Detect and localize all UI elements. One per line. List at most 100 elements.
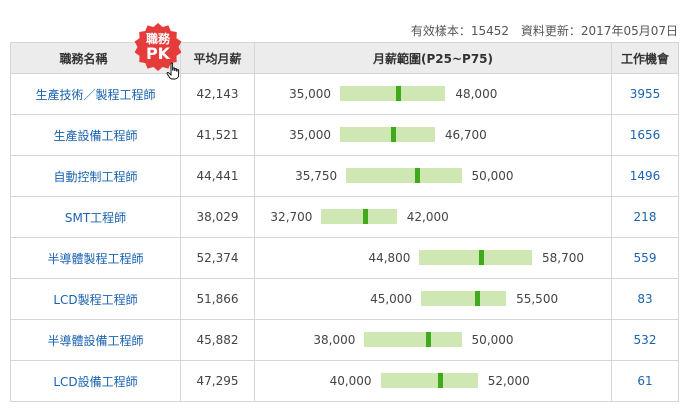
openings-cell: 532	[611, 319, 679, 361]
salary-range-cell: 44,800 58,700	[254, 237, 612, 279]
openings-link[interactable]: 3955	[629, 87, 661, 101]
table-header-row: 職務名稱 平均月薪 月薪範圍(P25~P75) 工作機會	[10, 42, 679, 74]
job-name-link[interactable]: 半導體設備工程師	[47, 333, 144, 348]
openings-cell: 61	[611, 360, 679, 402]
openings-link[interactable]: 532	[633, 333, 657, 347]
range-low-label: 32,700	[270, 210, 313, 224]
openings-link[interactable]: 1496	[629, 169, 661, 183]
range-low-label: 44,800	[368, 251, 411, 265]
average-salary-marker	[390, 127, 396, 142]
job-name-link[interactable]: 生產技術／製程工程師	[35, 87, 156, 102]
hand-cursor-icon	[166, 62, 180, 80]
job-name-link[interactable]: 自動控制工程師	[53, 169, 138, 184]
openings-link[interactable]: 83	[637, 292, 653, 306]
salary-range-cell: 45,000 55,500	[254, 278, 612, 320]
average-salary-marker	[362, 209, 368, 224]
sample-count: 有效樣本：15452	[410, 24, 510, 38]
openings-link[interactable]: 559	[633, 251, 657, 265]
range-high-label: 48,000	[455, 87, 498, 101]
pk-badge-label-top: 職務	[145, 32, 170, 46]
job-name-cell: 自動控制工程師	[10, 155, 181, 197]
openings-link[interactable]: 1656	[629, 128, 661, 142]
salary-range-bar	[380, 373, 478, 388]
range-high-label: 50,000	[471, 333, 514, 347]
average-salary-marker	[395, 86, 401, 101]
salary-range-cell: 35,750 50,000	[254, 155, 612, 197]
avg-salary-cell: 52,374	[180, 237, 255, 279]
average-salary-marker	[437, 373, 443, 388]
table-row: 半導體製程工程師 52,374 44,800 58,700 559	[10, 237, 679, 279]
openings-cell: 1656	[611, 114, 679, 156]
range-low-label: 40,000	[329, 374, 372, 388]
job-name-link[interactable]: LCD設備工程師	[53, 374, 138, 389]
range-low-label: 35,000	[289, 87, 332, 101]
job-name-cell: SMT工程師	[10, 196, 181, 238]
salary-range-cell: 35,000 46,700	[254, 114, 612, 156]
range-high-label: 46,700	[444, 128, 487, 142]
range-high-label: 50,000	[471, 169, 514, 183]
salary-range-bar	[419, 250, 532, 265]
avg-salary-cell: 38,029	[180, 196, 255, 238]
job-name-cell: 生產技術／製程工程師	[10, 73, 181, 115]
job-name-cell: 生產設備工程師	[10, 114, 181, 156]
average-salary-marker	[478, 250, 484, 265]
header-openings: 工作機會	[611, 42, 679, 74]
openings-cell: 218	[611, 196, 679, 238]
table-row: 半導體設備工程師 45,882 38,000 50,000 532	[10, 319, 679, 361]
openings-cell: 83	[611, 278, 679, 320]
job-name-cell: 半導體製程工程師	[10, 237, 181, 279]
table-row: LCD設備工程師 47,295 40,000 52,000 61	[10, 360, 679, 402]
range-low-label: 45,000	[370, 292, 413, 306]
avg-salary-cell: 44,441	[180, 155, 255, 197]
table-row: 生產技術／製程工程師 42,143 35,000 48,000 3955	[10, 73, 679, 115]
range-high-label: 42,000	[406, 210, 449, 224]
salary-range-bar	[340, 86, 446, 101]
job-name-link[interactable]: LCD製程工程師	[53, 292, 138, 307]
range-high-label: 55,500	[516, 292, 559, 306]
salary-range-bar	[346, 168, 462, 183]
avg-salary-cell: 45,882	[180, 319, 255, 361]
job-name-link[interactable]: 半導體製程工程師	[47, 251, 144, 266]
salary-range-bar	[321, 209, 397, 224]
openings-link[interactable]: 61	[637, 374, 653, 388]
avg-salary-cell: 42,143	[180, 73, 255, 115]
job-name-link[interactable]: SMT工程師	[64, 210, 127, 225]
salary-range-bar	[364, 332, 462, 347]
header-avg-salary: 平均月薪	[180, 42, 255, 74]
range-high-label: 52,000	[487, 374, 530, 388]
salary-range-cell: 38,000 50,000	[254, 319, 612, 361]
average-salary-marker	[426, 332, 432, 347]
table-row: 生產設備工程師 41,521 35,000 46,700 1656	[10, 114, 679, 156]
range-high-label: 58,700	[542, 251, 585, 265]
job-name-link[interactable]: 生產設備工程師	[53, 128, 138, 143]
avg-salary-cell: 51,866	[180, 278, 255, 320]
header-salary-range: 月薪範圍(P25~P75)	[254, 42, 612, 74]
job-name-cell: LCD設備工程師	[10, 360, 181, 402]
update-date: 資料更新：2017年05月07日	[520, 24, 678, 38]
salary-range-bar	[421, 291, 507, 306]
openings-cell: 3955	[611, 73, 679, 115]
pk-badge-label-bottom: PK	[145, 44, 171, 63]
job-name-cell: LCD製程工程師	[10, 278, 181, 320]
openings-link[interactable]: 218	[633, 210, 657, 224]
table-row: LCD製程工程師 51,866 45,000 55,500 83	[10, 278, 679, 320]
starburst-badge-icon	[134, 23, 182, 71]
job-name-cell: 半導體設備工程師	[10, 319, 181, 361]
job-pk-button[interactable]: 職務 PK	[133, 22, 183, 72]
avg-salary-cell: 47,295	[180, 360, 255, 402]
openings-cell: 559	[611, 237, 679, 279]
openings-cell: 1496	[611, 155, 679, 197]
dataset-info: 有效樣本：15452 資料更新：2017年05月07日	[403, 22, 678, 39]
salary-range-bar	[340, 127, 435, 142]
average-salary-marker	[414, 168, 420, 183]
salary-range-cell: 32,700 42,000	[254, 196, 612, 238]
salary-table: 職務名稱 平均月薪 月薪範圍(P25~P75) 工作機會 生產技術／製程工程師 4…	[10, 42, 679, 402]
average-salary-marker	[474, 291, 480, 306]
range-low-label: 35,750	[295, 169, 338, 183]
avg-salary-cell: 41,521	[180, 114, 255, 156]
range-low-label: 35,000	[289, 128, 332, 142]
table-row: 自動控制工程師 44,441 35,750 50,000 1496	[10, 155, 679, 197]
salary-range-cell: 40,000 52,000	[254, 360, 612, 402]
table-row: SMT工程師 38,029 32,700 42,000 218	[10, 196, 679, 238]
salary-range-cell: 35,000 48,000	[254, 73, 612, 115]
